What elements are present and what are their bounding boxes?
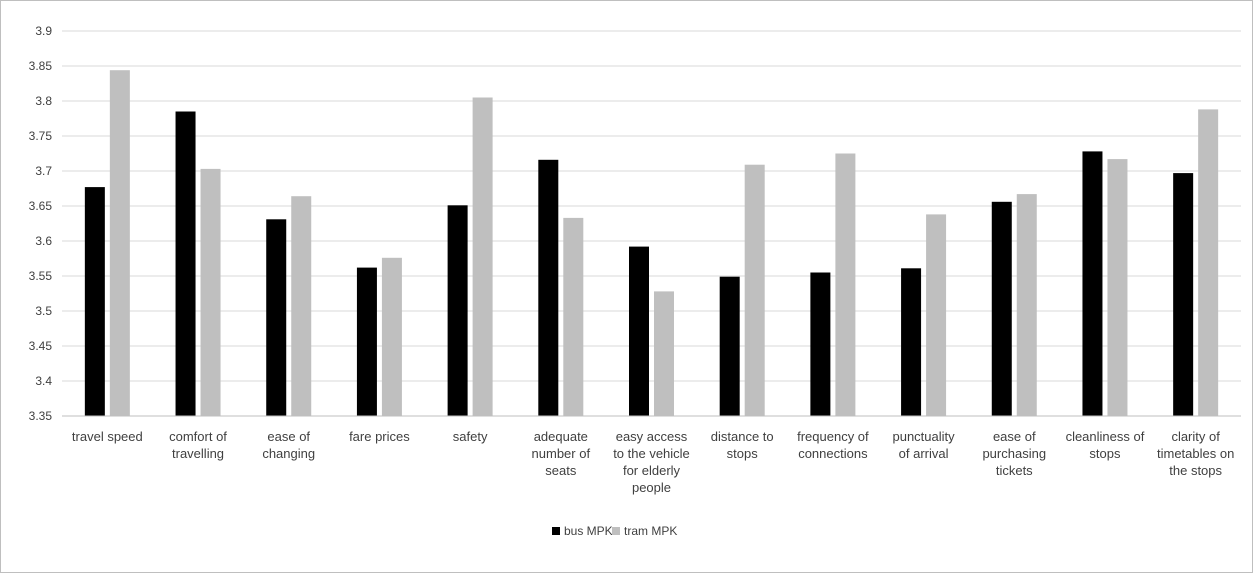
y-tick-label: 3.75 [29, 129, 53, 143]
x-category-label: fare prices [349, 429, 410, 444]
x-axis-category-labels: travel speed comfort of travelling ease of c… [72, 429, 1234, 495]
bus-bar [1082, 151, 1103, 416]
y-axis-ticks: 3.35 3.4 3.45 3.5 3.55 3.6 3.65 3.7 3.75 3.8 3.85 3… [29, 24, 53, 423]
tram-bar [654, 291, 674, 416]
tram-bar [926, 214, 947, 416]
x-category-label: clarity of timetables on the stops [1157, 429, 1234, 478]
bus-bar [629, 246, 649, 416]
bars [84, 70, 1219, 417]
tram-bar [109, 70, 130, 416]
bus-bar [84, 187, 105, 416]
gridlines [62, 30, 1241, 382]
bus-bar [1173, 173, 1194, 416]
tram-bar [472, 97, 493, 416]
bus-bar [991, 201, 1012, 416]
bus-bar [266, 219, 287, 416]
bus-bar [447, 205, 468, 416]
y-tick-label: 3.5 [35, 304, 52, 318]
legend-label: bus MPK [564, 524, 613, 538]
tram-bar [835, 153, 856, 416]
x-category-label: adequate number of seats [532, 429, 591, 478]
y-tick-label: 3.4 [35, 374, 52, 388]
x-category-label: comfort of travelling [169, 429, 227, 461]
y-tick-label: 3.7 [35, 164, 52, 178]
tram-bar [200, 168, 221, 416]
x-category-label: cleanliness of stops [1066, 429, 1145, 461]
x-category-label: safety [453, 429, 488, 444]
tram-bar [744, 164, 765, 416]
x-category-label: distance to stops [711, 429, 774, 461]
tram-bar [291, 196, 312, 416]
y-tick-label: 3.85 [29, 59, 53, 73]
y-tick-label: 3.6 [35, 234, 52, 248]
y-tick-label: 3.8 [35, 94, 52, 108]
bus-bar [356, 267, 377, 416]
bus-bar [810, 272, 831, 416]
x-category-label: ease of purchasing tickets [982, 429, 1046, 478]
legend: bus MPK tram MPK [552, 524, 677, 538]
x-category-label: easy access to the vehicle for elderly peop… [613, 429, 690, 495]
tram-bar [1198, 109, 1219, 417]
y-tick-label: 3.9 [35, 24, 52, 38]
x-category-label: travel speed [72, 429, 143, 444]
y-tick-label: 3.35 [29, 409, 53, 423]
bus-bar [175, 111, 196, 416]
x-category-label: punctuality of arrival [892, 429, 955, 461]
y-tick-label: 3.55 [29, 269, 53, 283]
legend-swatch [612, 527, 620, 535]
tram-bar [1016, 194, 1037, 416]
bus-bar [538, 159, 559, 417]
x-category-label: ease of changing [262, 429, 315, 461]
y-tick-label: 3.65 [29, 199, 53, 213]
tram-bar [1107, 159, 1128, 416]
legend-swatch [552, 527, 560, 535]
y-tick-label: 3.45 [29, 339, 53, 353]
bus-bar [719, 276, 740, 416]
tram-bar [381, 257, 402, 416]
legend-label: tram MPK [624, 524, 677, 538]
tram-bar [563, 217, 584, 416]
bus-bar [901, 268, 922, 416]
x-category-label: frequency of connections [797, 429, 869, 461]
